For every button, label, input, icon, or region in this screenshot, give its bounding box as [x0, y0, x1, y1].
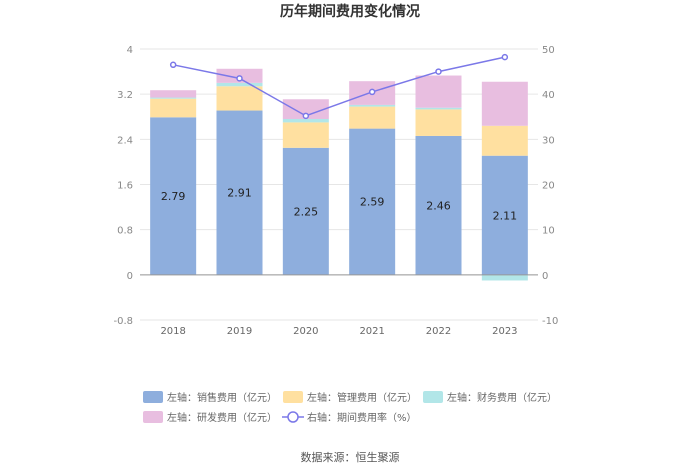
rate-point — [501, 53, 509, 61]
left-tick-label: 0 — [127, 271, 133, 282]
data-labels: 2.79 2.91 2.25 2.59 2.46 2.11 — [161, 187, 517, 223]
data-label: 2.79 — [161, 190, 186, 203]
left-tick-label: 3.2 — [117, 90, 133, 101]
bar-segment-0-2023 — [481, 155, 528, 275]
bar-segment-2-2021 — [349, 104, 396, 107]
right-tick-label: 10 — [542, 226, 555, 237]
bar-series — [150, 68, 528, 281]
legend-swatch-marker — [287, 411, 299, 423]
bar-segment-1-2023 — [481, 125, 528, 156]
x-tick-label: 2020 — [293, 326, 318, 337]
legend-swatch — [423, 391, 443, 403]
legend-label: 左轴：管理费用（亿元） — [307, 391, 417, 404]
bar-segment-1-2020 — [282, 122, 329, 148]
x-axis-ticks: 2018 2019 2020 2021 2022 2023 — [160, 326, 517, 337]
bar-segment-0-2022 — [415, 135, 462, 275]
rate-line — [173, 56, 505, 117]
right-tick-label: -10 — [542, 316, 558, 327]
left-tick-label: -0.8 — [113, 316, 133, 327]
left-tick-label: 2.4 — [117, 135, 133, 146]
bar-segment-1-2019 — [216, 86, 263, 111]
left-tick-label: 4 — [127, 45, 133, 56]
rate-point — [368, 88, 376, 96]
bar-segment-2-2019 — [216, 82, 263, 87]
line-series — [169, 53, 509, 120]
right-tick-label: 0 — [542, 271, 548, 282]
x-tick-label: 2021 — [359, 326, 384, 337]
bar-segment-1-2022 — [415, 109, 462, 136]
source-note: 数据来源：恒生聚源 — [301, 450, 400, 464]
bar-segment-3-2020 — [282, 99, 329, 120]
right-axis-ticks: 50 40 30 20 10 0 -10 — [542, 45, 558, 327]
right-tick-label: 30 — [542, 135, 555, 146]
legend-label: 右轴：期间费用率（%） — [307, 411, 417, 424]
legend-label: 左轴：研发费用（亿元） — [167, 411, 277, 424]
bar-segment-3-2022 — [415, 75, 462, 108]
bar-segment-2-2018 — [150, 97, 197, 99]
grid-lines — [140, 48, 538, 321]
rate-point — [302, 112, 310, 120]
rate-point — [169, 61, 177, 69]
legend-swatch — [283, 391, 303, 403]
bar-segment-2-2022 — [415, 107, 462, 110]
bar-segment-2-2023 — [481, 274, 528, 281]
bar-segment-0-2018 — [150, 117, 197, 275]
x-tick-label: 2022 — [426, 326, 451, 337]
chart-title: 历年期间费用变化情况 — [280, 3, 420, 20]
x-tick-label: 2023 — [492, 326, 517, 337]
x-tick-label: 2018 — [160, 326, 185, 337]
data-label: 2.46 — [426, 199, 451, 212]
right-tick-label: 20 — [542, 181, 555, 192]
bar-segment-1-2021 — [349, 106, 396, 129]
data-label: 2.59 — [360, 196, 385, 209]
rate-point — [236, 75, 243, 82]
legend-swatch — [143, 391, 163, 403]
bar-segment-0-2019 — [216, 110, 263, 275]
data-label: 2.25 — [294, 205, 319, 218]
right-tick-label: 40 — [542, 90, 555, 101]
bar-segment-2-2020 — [282, 119, 329, 123]
data-label: 2.11 — [493, 209, 518, 222]
bar-segment-0-2021 — [349, 128, 396, 275]
bar-segment-1-2018 — [150, 98, 197, 118]
left-tick-label: 0.8 — [117, 226, 133, 237]
bar-segment-3-2023 — [481, 81, 528, 126]
x-tick-label: 2019 — [227, 326, 252, 337]
rate-point — [435, 68, 442, 75]
legend-label: 左轴：销售费用（亿元） — [167, 391, 277, 404]
right-tick-label: 50 — [542, 45, 555, 56]
bar-segment-3-2018 — [150, 90, 197, 98]
bar-segment-0-2020 — [282, 147, 329, 275]
left-tick-label: 1.6 — [117, 181, 133, 192]
legend-swatch — [143, 411, 163, 423]
legend-label: 左轴：财务费用（亿元） — [447, 391, 557, 404]
data-label: 2.91 — [227, 187, 252, 200]
left-axis-ticks: 4 3.2 2.4 1.6 0.8 0 -0.8 — [113, 45, 133, 327]
legend: 左轴：销售费用（亿元） 左轴：管理费用（亿元） 左轴：财务费用（亿元） 左轴：研发费用… — [143, 391, 557, 424]
